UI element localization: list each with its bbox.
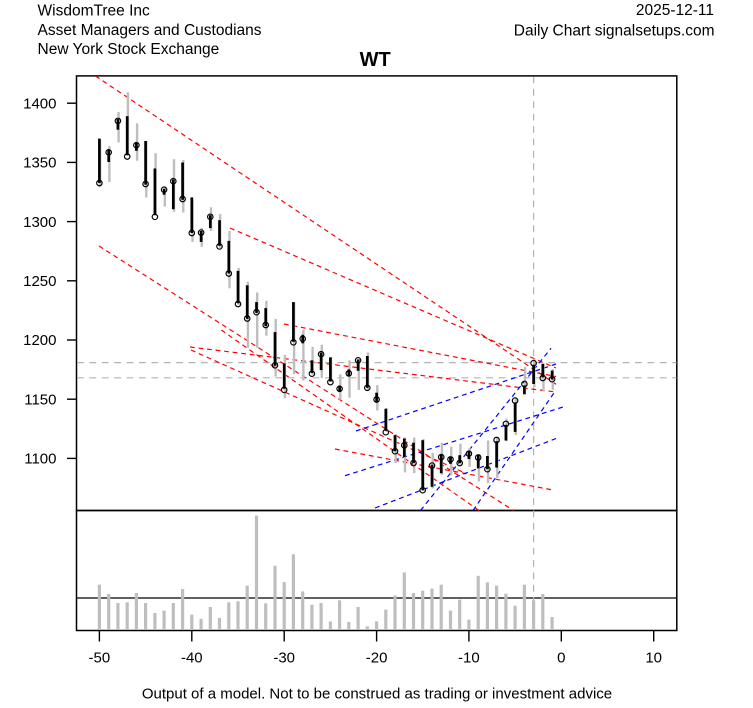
svg-text:-30: -30 (273, 650, 295, 667)
svg-text:-20: -20 (366, 650, 388, 667)
svg-text:1100: 1100 (24, 451, 56, 468)
svg-text:Daily Chart signalsetups.com: Daily Chart signalsetups.com (514, 23, 715, 40)
svg-text:2025-12-11: 2025-12-11 (636, 2, 714, 19)
svg-text:-50: -50 (89, 650, 111, 667)
svg-text:WisdomTree Inc: WisdomTree Inc (38, 3, 151, 20)
svg-text:Asset Managers and Custodians: Asset Managers and Custodians (38, 22, 262, 39)
svg-text:0: 0 (557, 650, 565, 667)
svg-text:1350: 1350 (23, 155, 56, 172)
svg-text:1400: 1400 (23, 95, 56, 112)
svg-text:-10: -10 (458, 650, 480, 667)
svg-text:New York Stock Exchange: New York Stock Exchange (38, 41, 220, 58)
svg-text:WT: WT (360, 49, 391, 71)
svg-text:Output of a model. Not to be c: Output of a model. Not to be construed a… (142, 686, 612, 703)
svg-text:1300: 1300 (23, 214, 56, 231)
svg-text:1250: 1250 (23, 273, 56, 290)
svg-text:1200: 1200 (23, 332, 56, 349)
svg-text:-40: -40 (181, 650, 203, 667)
svg-text:10: 10 (645, 650, 662, 667)
svg-text:1150: 1150 (24, 391, 56, 408)
